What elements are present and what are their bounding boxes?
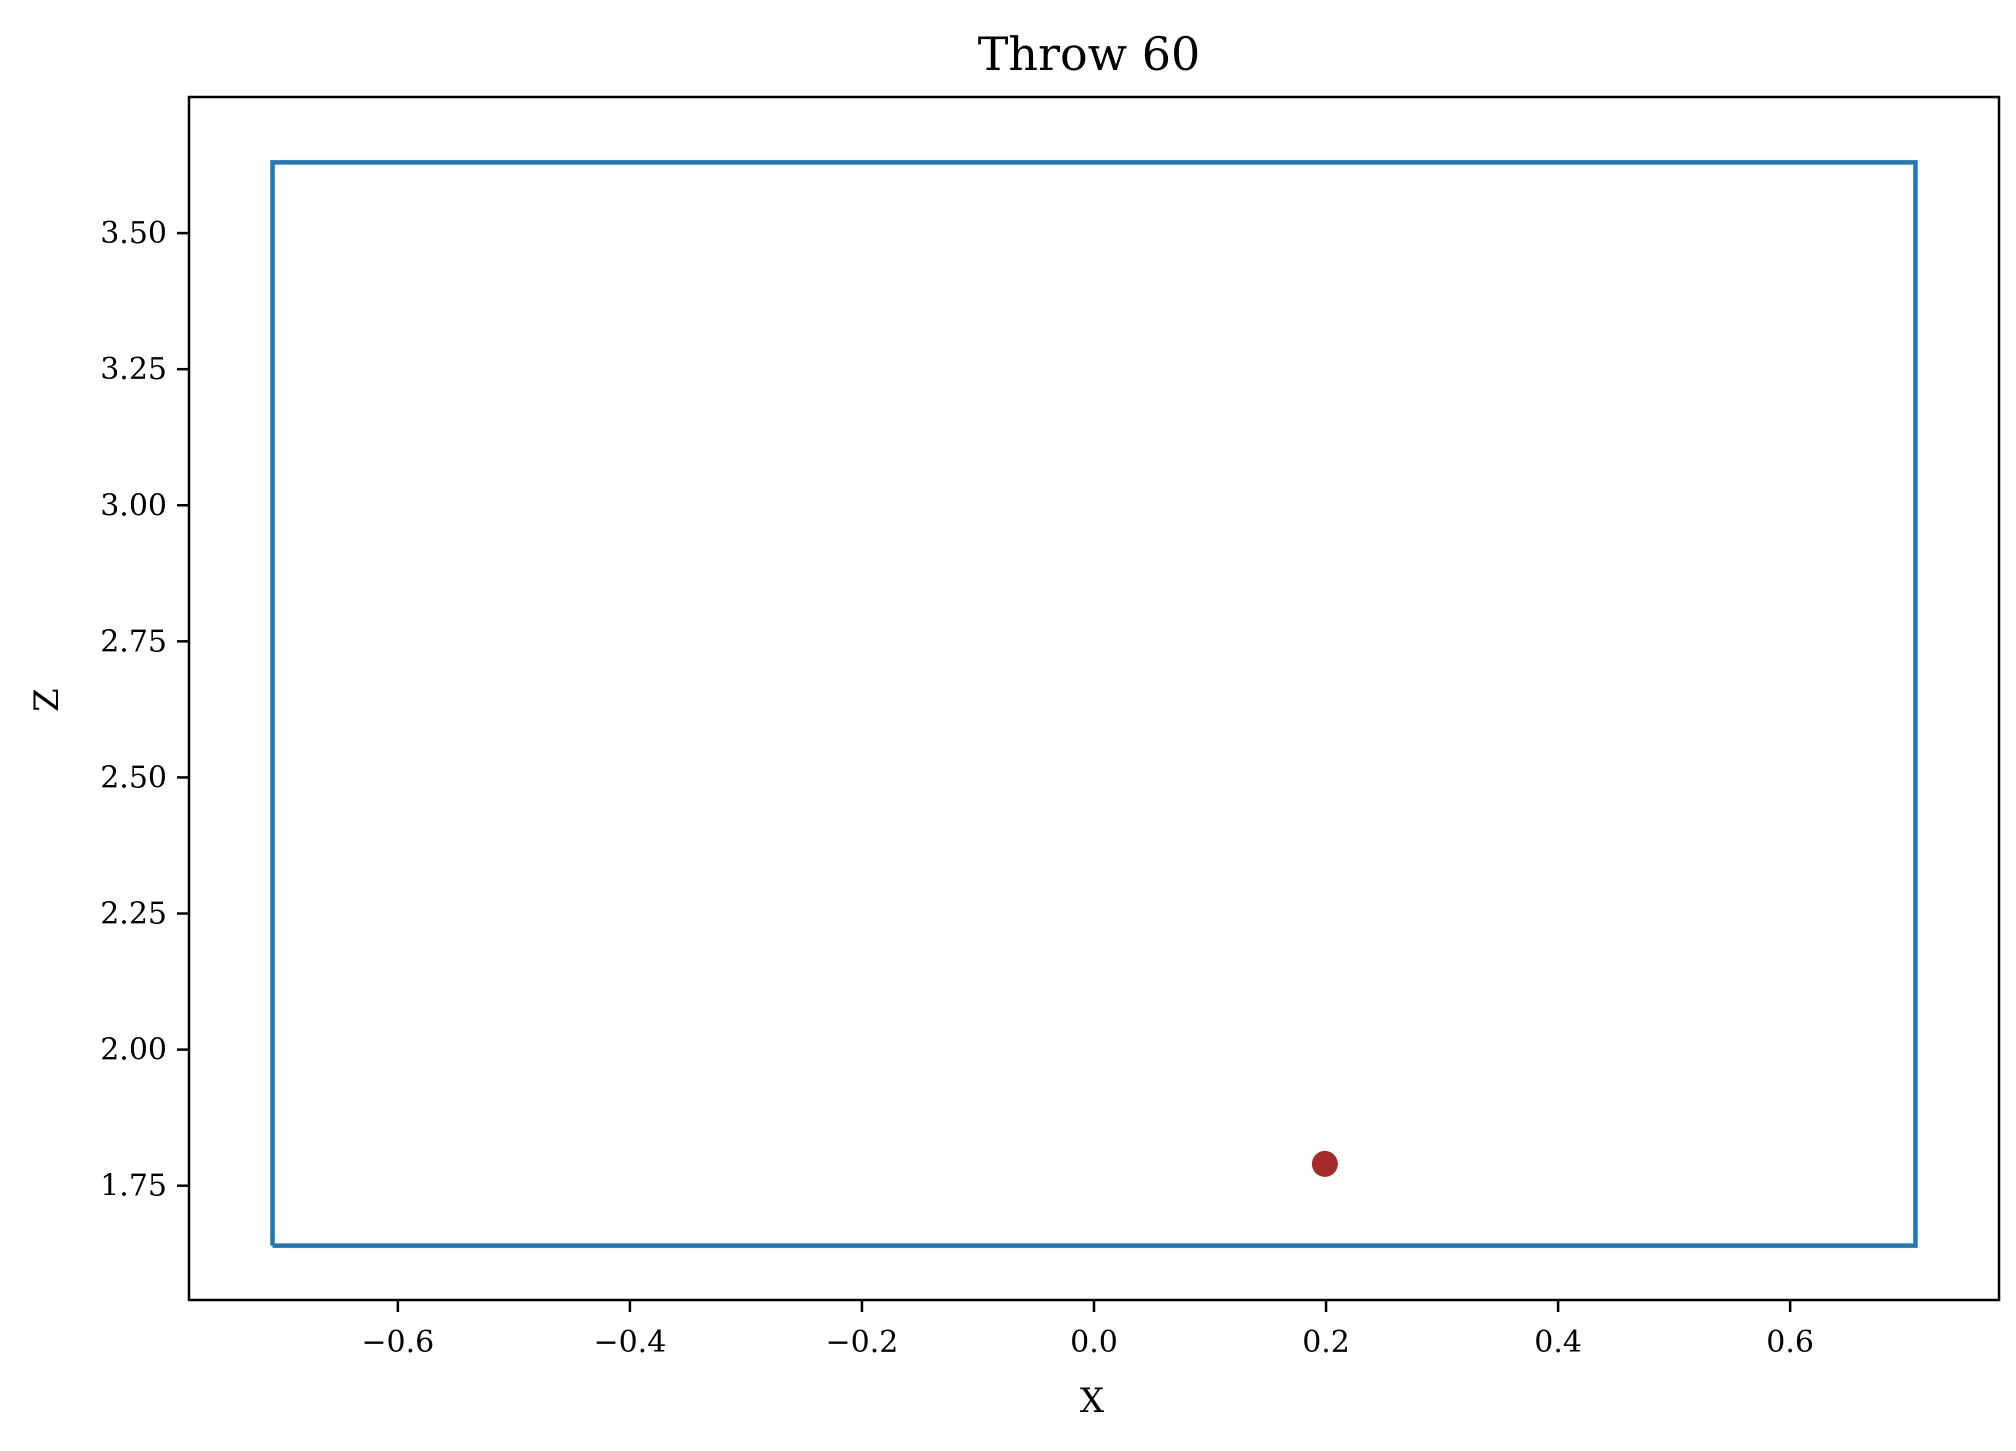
x-axis-label: X	[1080, 1381, 1105, 1421]
x-tick-label: −0.6	[361, 1325, 434, 1360]
x-tick-label: −0.2	[826, 1325, 899, 1360]
strike-zone-outline	[270, 160, 1918, 1248]
y-tick-label: 3.25	[100, 352, 167, 387]
x-tick-label: 0.2	[1302, 1325, 1350, 1360]
y-tick-label: 2.00	[100, 1033, 167, 1068]
y-tick-label: 2.75	[100, 624, 167, 659]
x-tick-label: 0.6	[1766, 1325, 1814, 1360]
y-tick-label: 2.25	[100, 897, 167, 932]
series-layer	[270, 160, 1918, 1248]
x-tick-label: −0.4	[593, 1325, 666, 1360]
y-axis-ticks: 1.75 2.00 2.25 2.50 2.75 3.00 3.25 3.50	[100, 216, 189, 1204]
pitch-location-point	[1311, 1150, 1338, 1177]
y-tick-label: 3.50	[100, 216, 167, 251]
plot-frame	[187, 95, 2001, 1302]
y-tick-label: 2.50	[100, 760, 167, 795]
x-tick-label: 0.0	[1070, 1325, 1118, 1360]
x-axis-ticks: −0.6 −0.4 −0.2 0.0 0.2 0.4 0.6	[361, 1300, 1814, 1360]
x-tick-label: 0.4	[1534, 1325, 1582, 1360]
y-tick-label: 1.75	[100, 1169, 167, 1204]
chart-title: Throw 60	[978, 27, 1201, 81]
y-tick-label: 3.00	[100, 488, 167, 523]
y-axis-label: Z	[27, 688, 67, 712]
